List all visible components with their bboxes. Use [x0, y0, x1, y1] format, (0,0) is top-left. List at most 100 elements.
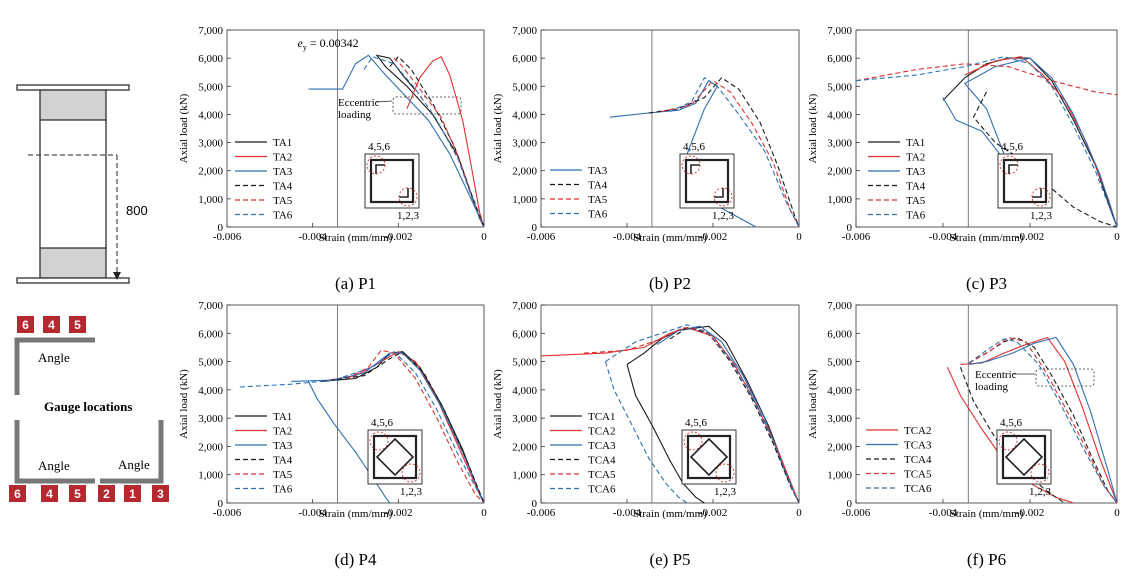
y-tick-label: 1,000: [827, 470, 852, 482]
gauge-marker-number: 5: [74, 318, 81, 332]
eccentric-loading-annotation: Eccentric loading: [338, 97, 380, 121]
series-line-ta4: [321, 351, 485, 504]
series-line-ta1: [942, 57, 1118, 228]
y-tick-label: 0: [847, 498, 853, 510]
x-tick-label: -0.002: [1016, 231, 1044, 243]
gauge-group-label: 4,5,6: [371, 417, 394, 429]
bottom-end-plate: [16, 277, 130, 284]
x-tick-label: -0.004: [613, 231, 642, 243]
gauge-marker-number: 2: [103, 487, 110, 501]
y-tick-label: 7,000: [198, 300, 223, 312]
legend-entry: TA2: [273, 426, 292, 438]
y-tick-label: 1,000: [198, 470, 223, 482]
y-axis-label: Axial load (kN): [178, 93, 190, 163]
legend-entry: TA4: [906, 181, 926, 193]
yield-strain-value: = 0.00342: [307, 36, 359, 50]
x-tick-label: 0: [481, 507, 487, 519]
y-tick-label: 0: [532, 498, 538, 510]
y-tick-label: 4,000: [198, 385, 223, 397]
legend-entry: TCA4: [904, 454, 932, 466]
plot-frame: [855, 304, 1118, 504]
x-axis-label: Strain (mm/mm): [633, 232, 707, 244]
plot-frame: [226, 304, 485, 504]
series-line-tca2: [960, 336, 1118, 504]
annotation-word: loading: [338, 109, 371, 121]
series-line-branch: [626, 364, 705, 504]
legend-entry: TA4: [588, 180, 608, 192]
y-tick-label: 1,000: [198, 194, 223, 206]
gauge-marker-number: 4: [48, 318, 55, 332]
gauge-group-circle: [1031, 187, 1051, 207]
y-tick-label: 0: [218, 498, 224, 510]
x-tick-label: -0.006: [213, 507, 242, 519]
column-dimension-label: 800: [126, 203, 148, 218]
y-tick-label: 3,000: [512, 138, 537, 150]
gauge-marker-number: 6: [22, 318, 29, 332]
x-tick-label: 0: [481, 231, 487, 243]
series-line-branch: [604, 361, 688, 504]
chart-panel: 0 1,000 2,000 3,000 4,000 5,000 6,000 7,000 -0.0…: [807, 25, 1120, 293]
annotation-word: Eccentric: [975, 369, 1017, 381]
x-tick-label: -0.006: [527, 507, 556, 519]
legend-entry: TA2: [273, 152, 292, 164]
y-tick-label: 3,000: [827, 413, 852, 425]
x-tick-label: 0: [1114, 507, 1120, 519]
section-inset-frame: [997, 153, 1053, 209]
y-axis-label: Axial load (kN): [807, 93, 819, 163]
x-tick-label: 0: [796, 507, 802, 519]
gauge-marker-box: [9, 485, 26, 502]
y-tick-label: 6,000: [198, 328, 223, 340]
gauge-marker-box: [43, 316, 60, 333]
column-schematic: 800: [16, 84, 148, 284]
x-tick-label: -0.002: [1016, 507, 1044, 519]
series-line-ta3: [308, 54, 485, 228]
x-axis-label: Strain (mm/mm): [319, 508, 393, 520]
y-tick-label: 4,000: [827, 109, 852, 121]
section-inset-inner-angles: [1004, 437, 1044, 477]
gauge-group-label: 4,5,6: [368, 141, 391, 153]
y-tick-label: 7,000: [198, 25, 223, 37]
gauge-marker-box: [17, 316, 34, 333]
legend-entry: TA5: [588, 194, 608, 206]
gauge-marker-box: [124, 485, 141, 502]
y-axis-label: Axial load (kN): [178, 369, 190, 439]
section-inset-inner-angles: [690, 164, 724, 198]
gauge-marker-number: 3: [157, 487, 164, 501]
y-tick-label: 3,000: [198, 413, 223, 425]
y-tick-label: 2,000: [512, 441, 537, 453]
y-tick-label: 4,000: [827, 385, 852, 397]
series-line-ta5: [661, 79, 800, 228]
panel-caption: (d) P4: [334, 550, 377, 569]
x-tick-label: -0.002: [699, 231, 727, 243]
y-tick-label: 6,000: [512, 53, 537, 65]
legend-entry: TA5: [906, 195, 926, 207]
legend-entry: TA3: [273, 440, 293, 452]
gauge-group-label: 1,2,3: [1030, 210, 1053, 222]
section-inset-frame: [364, 153, 420, 209]
annotation-word: Eccentric: [338, 97, 380, 109]
y-tick-label: 6,000: [512, 328, 537, 340]
gauge-marker-box: [41, 485, 58, 502]
yield-strain-symbol: e: [298, 36, 304, 50]
gauge-locations-diagram: Angle Gauge locations Angle Angle 6 4 5 6 4 5…: [9, 316, 169, 502]
series-line-tca6: [968, 338, 1118, 504]
angle-label-bottom-right: Angle: [118, 457, 150, 472]
gauge-group-circle: [369, 431, 389, 451]
legend-entry: TA6: [273, 484, 293, 496]
y-tick-label: 5,000: [512, 81, 537, 93]
section-inset-tube: [1002, 158, 1048, 204]
x-tick-label: -0.006: [527, 231, 556, 243]
x-tick-label: -0.004: [929, 231, 958, 243]
legend-entry: TCA4: [588, 455, 616, 467]
panel-caption: (f) P6: [967, 550, 1006, 569]
section-inset-frame: [679, 153, 735, 209]
series-line-ta6: [669, 77, 800, 228]
plot-frame: [855, 29, 1118, 228]
y-tick-label: 6,000: [827, 328, 852, 340]
y-tick-label: 5,000: [827, 357, 852, 369]
gauge-group-label: 4,5,6: [683, 141, 706, 153]
y-tick-label: 2,000: [198, 166, 223, 178]
series-line-ta5: [346, 349, 485, 504]
section-inset-inner-angles: [1008, 164, 1042, 198]
gauge-group-label: 1,2,3: [400, 486, 423, 498]
